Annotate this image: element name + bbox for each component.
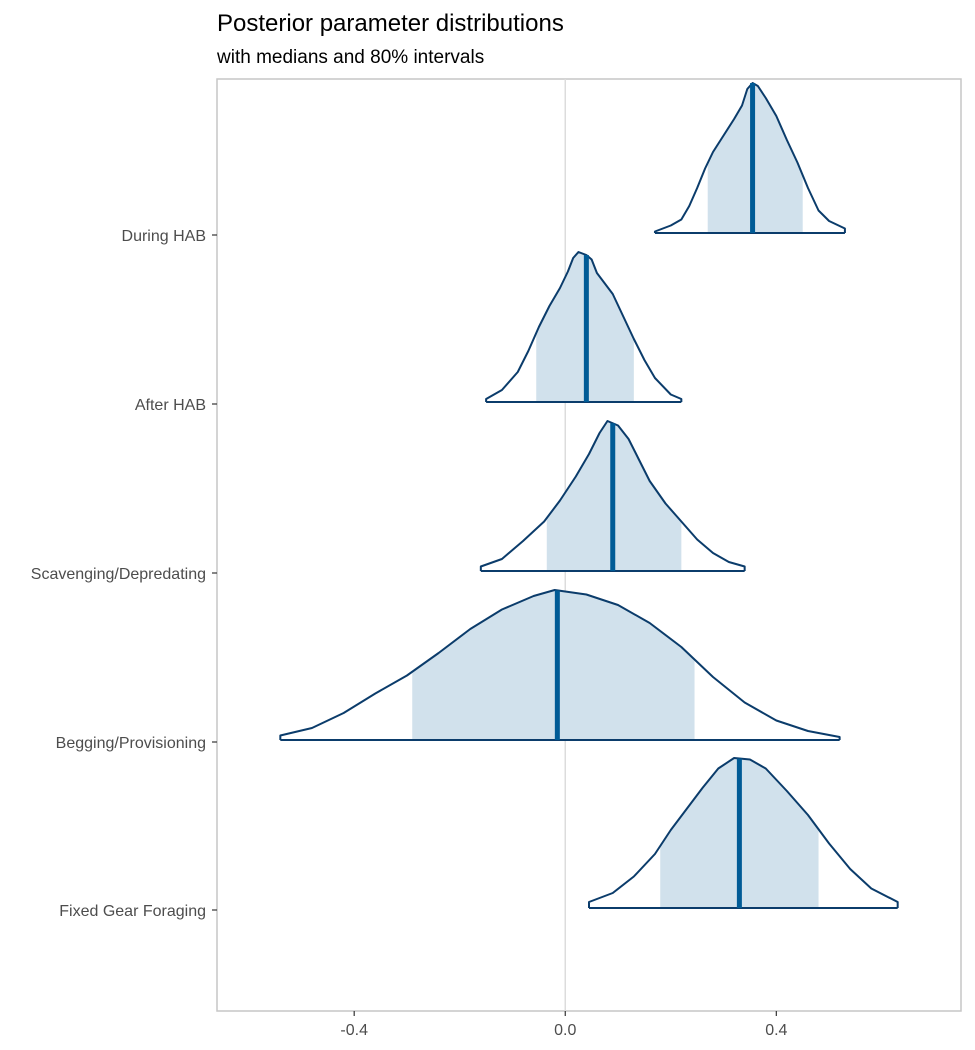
density-curve	[479, 420, 746, 571]
x-tick-label: 0.0	[554, 1022, 576, 1039]
x-axis: -0.4 0.0 0.4	[340, 1011, 788, 1039]
y-tick-label: Scavenging/Depredating	[31, 566, 206, 583]
chart-title: Posterior parameter distributions	[217, 10, 564, 37]
y-tick-label: Begging/Provisioning	[56, 735, 206, 752]
x-tick-label: 0.4	[765, 1022, 787, 1039]
ridge-1	[653, 82, 846, 234]
chart-subtitle: with medians and 80% intervals	[216, 47, 484, 68]
y-tick-label: Fixed Gear Foraging	[59, 903, 206, 920]
ridge-5	[588, 757, 899, 909]
y-axis: During HAB After HAB Scavenging/Depredatin…	[31, 228, 217, 920]
ridge-4	[279, 589, 841, 741]
ridge-2	[485, 251, 683, 403]
y-tick-label: After HAB	[135, 397, 206, 414]
interval-80-area	[412, 590, 695, 740]
x-tick-label: -0.4	[340, 1022, 368, 1039]
ridge-3	[479, 420, 746, 572]
interval-80-area	[707, 83, 803, 233]
density-curve	[588, 757, 899, 908]
ridges-layer	[279, 82, 899, 909]
density-curve	[279, 589, 841, 740]
density-curve	[653, 82, 846, 233]
y-tick-label: During HAB	[122, 228, 206, 245]
